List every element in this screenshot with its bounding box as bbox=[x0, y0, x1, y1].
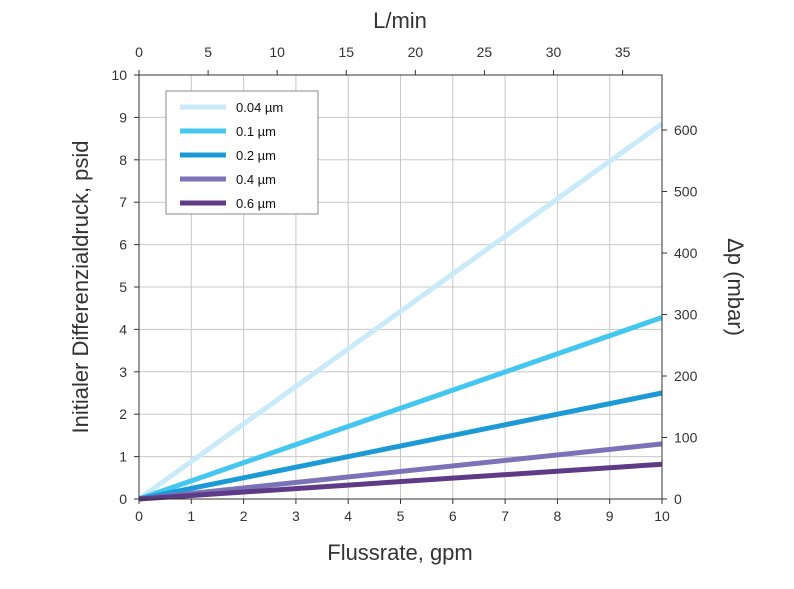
legend-item: 0.2 µm bbox=[180, 148, 276, 163]
y-tick-label: 7 bbox=[119, 194, 127, 210]
y-tick-label: 10 bbox=[111, 67, 127, 83]
right-y-tick-label: 400 bbox=[674, 245, 698, 261]
x-tick-label: 2 bbox=[240, 508, 248, 524]
legend-item: 0.1 µm bbox=[180, 124, 276, 139]
y-tick-label: 0 bbox=[119, 491, 127, 507]
legend-label: 0.2 µm bbox=[236, 148, 276, 163]
right-y-tick-label: 300 bbox=[674, 307, 698, 323]
y-tick-label: 4 bbox=[119, 321, 127, 337]
legend-item: 0.4 µm bbox=[180, 172, 276, 187]
right-y-tick-label: 600 bbox=[674, 122, 698, 138]
x-tick-label: 7 bbox=[501, 508, 509, 524]
top-x-tick-label: 35 bbox=[615, 44, 631, 60]
series-line-2 bbox=[138, 315, 663, 502]
x-tick-label: 9 bbox=[606, 508, 614, 524]
series-line-5 bbox=[138, 461, 663, 502]
series-line-4 bbox=[138, 441, 663, 502]
top-x-tick-label: 30 bbox=[546, 44, 562, 60]
top-x-tick-label: 20 bbox=[408, 44, 424, 60]
x-tick-label: 0 bbox=[135, 508, 143, 524]
y-tick-label: 2 bbox=[119, 406, 127, 422]
top-x-axis-title: L/min bbox=[373, 8, 427, 33]
series-line-3 bbox=[138, 390, 663, 502]
x-tick-label: 5 bbox=[397, 508, 405, 524]
top-x-tick-label: 0 bbox=[135, 44, 143, 60]
right-y-tick-label: 500 bbox=[674, 184, 698, 200]
x-axis-title: Flussrate, gpm bbox=[327, 540, 473, 565]
legend-label: 0.04 µm bbox=[236, 100, 283, 115]
series-line-1 bbox=[137, 121, 664, 502]
y-tick-label: 1 bbox=[119, 449, 127, 465]
legend-label: 0.6 µm bbox=[236, 196, 276, 211]
x-tick-label: 3 bbox=[292, 508, 300, 524]
x-tick-label: 6 bbox=[449, 508, 457, 524]
legend: 0.04 µm 0.1 µm 0.2 µm 0.4 µm 0.6 µm bbox=[165, 90, 319, 215]
legend-item: 0.6 µm bbox=[180, 196, 276, 211]
top-x-tick-label: 5 bbox=[204, 44, 212, 60]
legend-label: 0.4 µm bbox=[236, 172, 276, 187]
y-tick-label: 9 bbox=[119, 109, 127, 125]
right-y-axis-title: Δp (mbar) bbox=[723, 238, 748, 336]
top-x-tick-label: 15 bbox=[338, 44, 354, 60]
legend-label: 0.1 µm bbox=[236, 124, 276, 139]
x-tick-label: 1 bbox=[187, 508, 195, 524]
y-tick-label: 8 bbox=[119, 152, 127, 168]
x-tick-label: 10 bbox=[654, 508, 670, 524]
x-tick-label: 4 bbox=[344, 508, 352, 524]
series-lines bbox=[137, 121, 664, 502]
right-y-tick-label: 100 bbox=[674, 430, 698, 446]
right-y-tick-label: 0 bbox=[674, 491, 682, 507]
right-y-tick-label: 200 bbox=[674, 368, 698, 384]
legend-item: 0.04 µm bbox=[180, 100, 283, 115]
grid bbox=[139, 75, 662, 499]
y-tick-label: 5 bbox=[119, 279, 127, 295]
top-x-tick-label: 10 bbox=[269, 44, 285, 60]
y-tick-label: 6 bbox=[119, 237, 127, 253]
y-tick-label: 3 bbox=[119, 364, 127, 380]
top-x-tick-label: 25 bbox=[477, 44, 493, 60]
y-axis-title: Initialer Differenzialdruck, psid bbox=[68, 140, 93, 433]
x-tick-label: 8 bbox=[554, 508, 562, 524]
